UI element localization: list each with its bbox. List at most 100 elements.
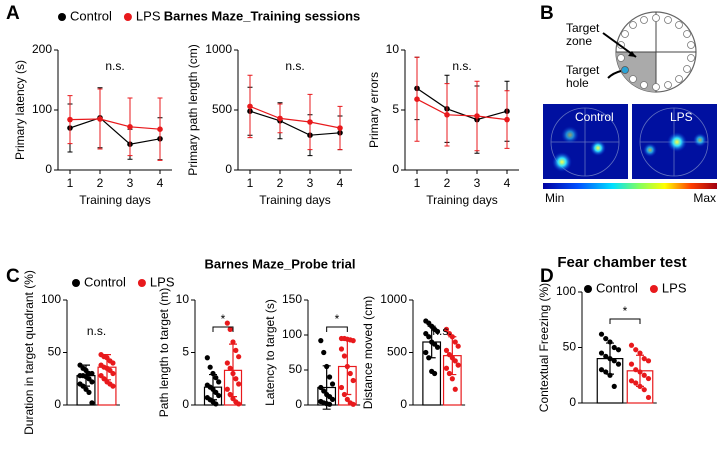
point — [233, 376, 239, 382]
x-tick-label: 1 — [414, 176, 421, 190]
point — [110, 360, 116, 366]
point — [641, 356, 647, 362]
point — [110, 383, 116, 389]
point — [329, 396, 336, 402]
point — [337, 125, 343, 131]
y-tick-label: 100 — [556, 284, 576, 298]
point — [213, 375, 219, 381]
heatmap-label: Control — [575, 110, 614, 124]
point — [603, 369, 609, 375]
error-bar — [209, 373, 217, 401]
x-tick-label: 4 — [157, 176, 164, 190]
line — [249, 105, 341, 129]
legend-label: LPS — [150, 274, 175, 289]
point — [434, 328, 441, 335]
error-bar — [322, 365, 331, 410]
panel-label: B — [540, 3, 554, 24]
point — [645, 358, 652, 364]
y-tick-label: 0 — [569, 395, 576, 409]
point — [338, 384, 345, 391]
point — [307, 119, 313, 125]
y-axis-label: Contextual Freezing (%) — [537, 283, 551, 412]
point — [449, 376, 455, 382]
point — [443, 365, 450, 371]
point — [233, 347, 239, 353]
legend-marker — [137, 279, 146, 287]
point — [645, 394, 652, 401]
point — [426, 334, 432, 340]
error-bar — [448, 336, 457, 376]
point — [598, 350, 605, 356]
point — [350, 377, 356, 384]
y-tick-label: 0 — [295, 397, 302, 411]
significance-bracket — [212, 326, 234, 332]
point — [157, 126, 163, 132]
point — [341, 353, 348, 359]
y-tick-label: 200 — [32, 42, 52, 56]
point — [633, 367, 639, 373]
panel-label: D — [540, 266, 554, 287]
legend-marker — [123, 13, 132, 21]
y-tick-label: 0 — [225, 162, 232, 176]
y-tick-label: 50 — [48, 345, 62, 359]
legend-label: LPS — [136, 8, 161, 23]
point — [67, 116, 73, 123]
point — [414, 96, 420, 102]
point — [318, 384, 324, 391]
colorbar-label: Min — [545, 191, 564, 205]
point — [452, 339, 458, 345]
annotation: * — [335, 312, 340, 326]
line — [69, 117, 161, 145]
y-tick-label: 10 — [176, 292, 190, 306]
x-tick-label: 4 — [504, 176, 511, 190]
point — [615, 347, 622, 353]
x-axis-label: Training days — [259, 193, 331, 207]
y-axis-label: Primary path length (cm) — [186, 44, 200, 175]
point — [277, 115, 283, 122]
point — [633, 347, 639, 353]
point — [474, 113, 480, 119]
annotation: n.s. — [87, 324, 106, 338]
y-tick-label: 150 — [282, 292, 302, 306]
y-tick-label: 100 — [32, 102, 52, 116]
y-tick-label: 10 — [386, 42, 400, 56]
point — [127, 124, 133, 130]
y-tick-label: 500 — [387, 345, 407, 359]
point — [637, 350, 643, 356]
point — [207, 364, 213, 370]
point — [216, 379, 222, 385]
annotation: n.s. — [105, 59, 124, 73]
error-bar — [343, 337, 352, 396]
point — [641, 372, 647, 378]
annotation: * — [221, 312, 226, 326]
point — [443, 326, 450, 332]
x-tick-label: 3 — [474, 176, 481, 190]
colorbar-label: Max — [693, 191, 716, 205]
point — [236, 381, 242, 387]
point — [318, 338, 324, 344]
x-tick-label: 3 — [127, 176, 134, 190]
point — [347, 370, 353, 377]
point — [216, 392, 222, 399]
panel-title: Barnes Maze_Training sessions — [164, 8, 361, 23]
point — [326, 401, 333, 407]
point — [611, 358, 617, 364]
point — [89, 400, 95, 406]
y-tick-label: 5 — [182, 345, 189, 359]
point — [598, 367, 605, 373]
y-axis-label: Path length to target (m) — [157, 288, 171, 417]
y-tick-label: 0 — [54, 397, 61, 411]
point — [204, 355, 210, 361]
annotation: n.s. — [452, 59, 471, 73]
point — [504, 116, 510, 123]
error-bar — [229, 343, 237, 398]
y-tick-label: 0 — [400, 397, 407, 411]
x-axis-label: Training days — [426, 193, 498, 207]
y-axis-label: Duration in target quadrant (%) — [22, 270, 36, 435]
point — [227, 326, 233, 332]
x-tick-label: 1 — [247, 176, 254, 190]
panel-label: A — [6, 3, 20, 24]
panel-title: Fear chamber test — [557, 254, 686, 271]
point — [329, 381, 336, 387]
point — [326, 374, 333, 380]
